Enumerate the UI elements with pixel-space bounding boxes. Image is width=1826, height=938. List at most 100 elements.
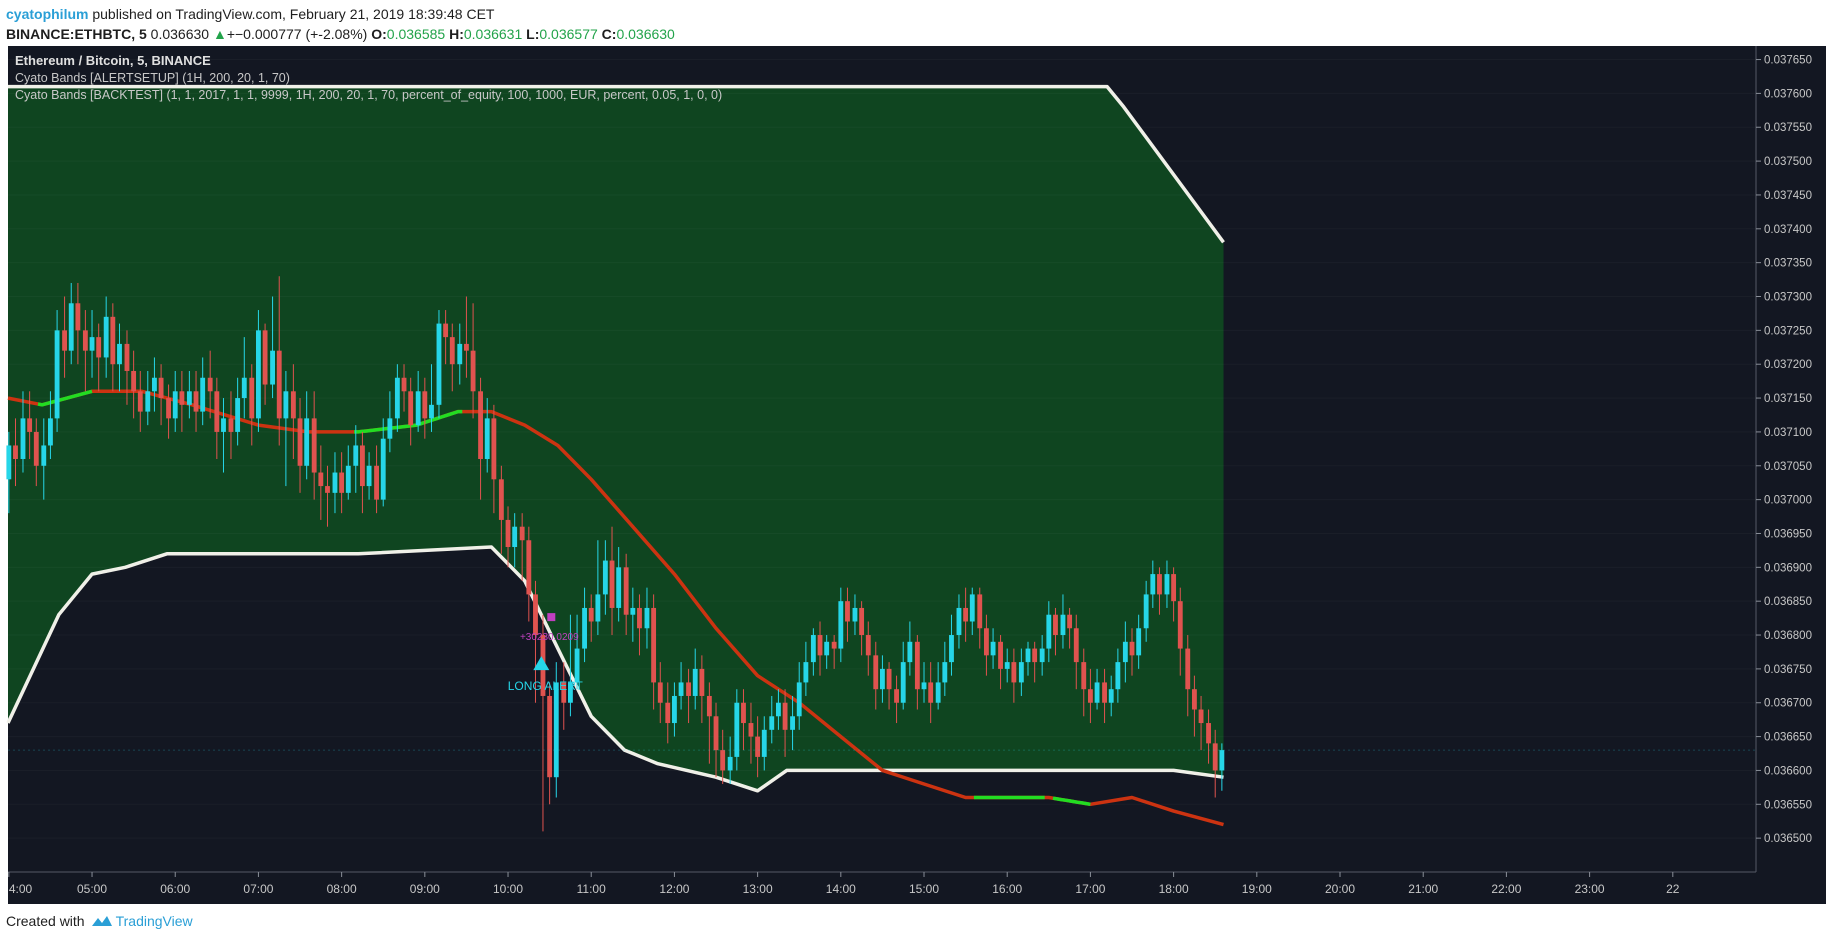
- lower-band-line: [6, 545, 1224, 793]
- last-price: 0.036630: [150, 26, 210, 42]
- candle-body: [158, 377, 164, 399]
- candle-body: [1219, 750, 1225, 771]
- candle-body: [616, 567, 622, 608]
- x-tick-label: 15:00: [909, 882, 939, 896]
- candle-body: [137, 391, 143, 412]
- candle-body: [41, 445, 47, 466]
- x-tick-label: 14:00: [826, 882, 856, 896]
- candle-body: [1136, 628, 1142, 656]
- candle-body: [422, 391, 428, 419]
- candle-body: [131, 370, 137, 392]
- candle-body: [89, 337, 95, 351]
- candle-body: [1108, 689, 1114, 703]
- price-axis[interactable]: [1756, 46, 1826, 872]
- legend-indicator-backtest[interactable]: Cyato Bands [BACKTEST] (1, 1, 2017, 1, 1…: [15, 88, 722, 102]
- candle-body: [304, 418, 310, 466]
- author-link[interactable]: cyatophilum: [6, 6, 89, 22]
- candle-body: [588, 607, 594, 622]
- candle-body: [963, 607, 969, 622]
- candle-body: [1073, 628, 1079, 663]
- candle-body: [1053, 614, 1058, 636]
- candle-body: [699, 668, 705, 696]
- y-tick-label: 0.037250: [1764, 325, 1812, 337]
- candle-body: [1198, 709, 1204, 724]
- candle-body: [463, 343, 469, 351]
- candle-body: [671, 695, 677, 724]
- candle-body: [956, 607, 962, 636]
- price-chart[interactable]: LONG ALERT+30230.020900:14 0.0376500.037…: [0, 44, 1826, 904]
- candle-body: [103, 316, 109, 358]
- candle-body: [602, 560, 608, 595]
- chart-legend: Ethereum / Bitcoin, 5, BINANCE Cyato Ban…: [15, 53, 722, 102]
- candle-body: [845, 601, 850, 622]
- candle-body: [166, 398, 171, 419]
- candle-body: [325, 486, 330, 493]
- candle-body: [429, 404, 434, 419]
- price-change: +−0.000777 (+-2.08%): [226, 26, 368, 42]
- y-tick-label: 0.037400: [1764, 224, 1812, 236]
- candle-body: [339, 472, 345, 493]
- candle-body: [1102, 682, 1107, 703]
- candle-body: [394, 377, 400, 419]
- candle-body: [82, 330, 88, 351]
- candle-body: [651, 607, 657, 683]
- x-tick-label: 12:00: [659, 882, 689, 896]
- candle-body: [75, 303, 81, 331]
- candle-body: [1115, 662, 1121, 690]
- candle-body: [755, 736, 761, 757]
- candle-body: [345, 465, 351, 493]
- long-alert-label: LONG ALERT: [508, 679, 584, 693]
- y-tick-label: 0.037500: [1764, 156, 1812, 168]
- y-tick-label: 0.037550: [1764, 122, 1812, 134]
- candle-body: [1150, 574, 1156, 595]
- close-label: C:: [601, 26, 617, 42]
- candle-body: [873, 655, 879, 690]
- candle-body: [1046, 614, 1052, 649]
- legend-indicator-alertsetup[interactable]: Cyato Bands [ALERTSETUP] (1H, 200, 20, 1…: [15, 71, 290, 85]
- candle-body: [796, 682, 802, 717]
- tradingview-link[interactable]: TradingView: [91, 913, 193, 929]
- candle-body: [533, 594, 538, 636]
- x-tick-label: 07:00: [243, 882, 273, 896]
- candle-body: [1081, 662, 1087, 690]
- candle-body: [553, 682, 559, 778]
- candle-body: [1004, 662, 1010, 669]
- symbol-line: BINANCE:ETHBTC, 5 0.036630 ▲+−0.000777 (…: [6, 24, 1826, 44]
- candle-body: [1129, 641, 1135, 656]
- time-axis[interactable]: [8, 872, 1826, 904]
- publish-header: cyatophilum published on TradingView.com…: [6, 4, 1826, 44]
- candle-body: [1039, 648, 1045, 663]
- candle-body: [207, 377, 213, 392]
- candle-body: [20, 418, 26, 459]
- candle-body: [519, 526, 525, 541]
- candle-body: [790, 716, 795, 730]
- high-value: 0.036631: [463, 26, 523, 42]
- legend-title: Ethereum / Bitcoin, 5, BINANCE: [15, 53, 211, 68]
- candle-body: [977, 594, 983, 629]
- candle-body: [408, 391, 414, 426]
- x-tick-label: 10:00: [493, 882, 523, 896]
- low-label: L:: [526, 26, 540, 42]
- open-label: O:: [371, 26, 387, 42]
- candle-body: [1094, 682, 1100, 703]
- candle-body: [1206, 723, 1211, 744]
- y-tick-label: 0.037050: [1764, 461, 1812, 473]
- candle-body: [505, 519, 511, 548]
- candle-body: [561, 682, 567, 703]
- y-tick-label: 0.037150: [1764, 393, 1812, 405]
- candle-body: [609, 560, 615, 608]
- x-tick-label: 19:00: [1242, 882, 1272, 896]
- x-tick-label: 09:00: [410, 882, 440, 896]
- candle-body: [1025, 648, 1031, 663]
- candle-body: [297, 418, 303, 466]
- candle-body: [145, 391, 151, 412]
- symbol-label: BINANCE:ETHBTC, 5: [6, 26, 147, 42]
- band-layer: [6, 84, 1225, 793]
- candle-body: [117, 343, 122, 365]
- candle-body: [374, 465, 379, 500]
- y-tick-label: 0.037000: [1764, 495, 1812, 507]
- tradingview-logo-icon: [91, 916, 112, 926]
- y-tick-label: 0.037350: [1764, 258, 1812, 270]
- candle-body: [1191, 689, 1197, 710]
- y-tick-label: 0.036950: [1764, 528, 1812, 540]
